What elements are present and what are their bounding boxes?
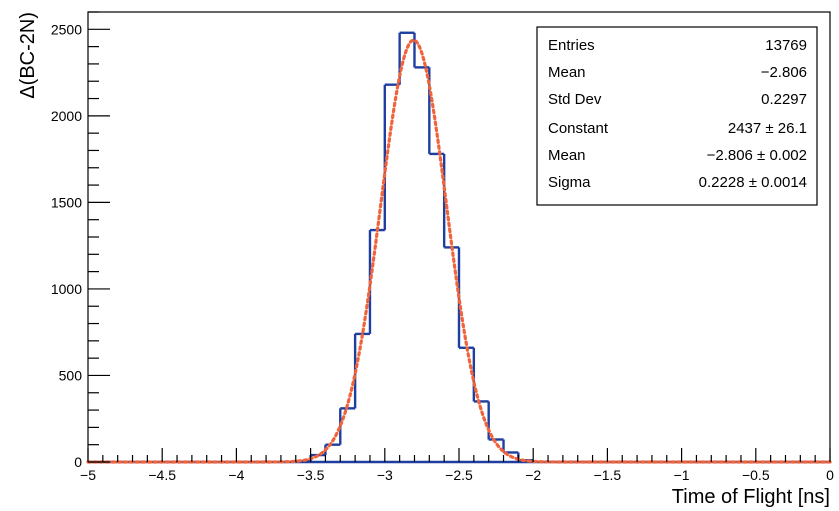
fit-layer — [86, 38, 832, 464]
x-tick-label: −0.5 — [742, 467, 770, 483]
histogram-bin — [487, 401, 504, 441]
stats-label-std-dev: Std Dev — [548, 91, 602, 108]
y-tick-label: 2500 — [51, 21, 82, 37]
x-tick-label: −1 — [674, 467, 690, 483]
y-tick-label: 2000 — [51, 108, 82, 124]
x-tick-label: −2.5 — [445, 467, 473, 483]
stats-box-frame — [536, 26, 818, 206]
y-tick-label: 1500 — [51, 194, 82, 210]
stats-label-sigma: Sigma — [548, 174, 591, 191]
stats-value-sigma: 0.2228 ± 0.0014 — [699, 174, 807, 191]
x-tick-label: −1.5 — [594, 467, 622, 483]
stats-label-entries: Entries — [548, 37, 595, 54]
stats-value-entries: 13769 — [765, 37, 807, 54]
y-axis-label: Δ(BC-2N) — [17, 12, 39, 99]
histogram-bin — [472, 347, 489, 403]
stats-value-mean: −2.806 — [761, 64, 807, 81]
stats-label-constant: Constant — [548, 120, 609, 137]
x-tick-label: −2 — [525, 467, 541, 483]
histogram-bin — [413, 32, 430, 69]
x-tick-label: −3.5 — [297, 467, 325, 483]
y-tick-label: 1000 — [51, 281, 82, 297]
x-tick-label: −5 — [80, 467, 96, 483]
x-tick-label: −3 — [377, 467, 393, 483]
axis-layer: −5 −4.5 −4 −3.5 −3 −2.5 −2 −1.5 −1 −0.5 0 0 500 1000 1… — [51, 11, 834, 483]
gaussian-fit-curve — [86, 38, 832, 464]
stats-label-fit-mean: Mean — [548, 147, 586, 164]
y-tick-label: 500 — [59, 367, 83, 383]
y-tick-label: 0 — [74, 454, 82, 470]
stats-value-constant: 2437 ± 26.1 — [728, 120, 807, 137]
stats-value-std-dev: 0.2297 — [761, 91, 807, 108]
stats-value-fit-mean: −2.806 ± 0.002 — [707, 147, 807, 164]
x-axis-label: Time of Flight [ns] — [672, 486, 830, 508]
x-tick-label: 0 — [826, 467, 834, 483]
stats-label-mean: Mean — [548, 64, 586, 81]
x-tick-label: −4.5 — [148, 467, 176, 483]
x-tick-label: −4 — [228, 467, 244, 483]
stats-box: Entries 13769 Mean −2.806 Std Dev 0.2297… — [536, 26, 818, 206]
